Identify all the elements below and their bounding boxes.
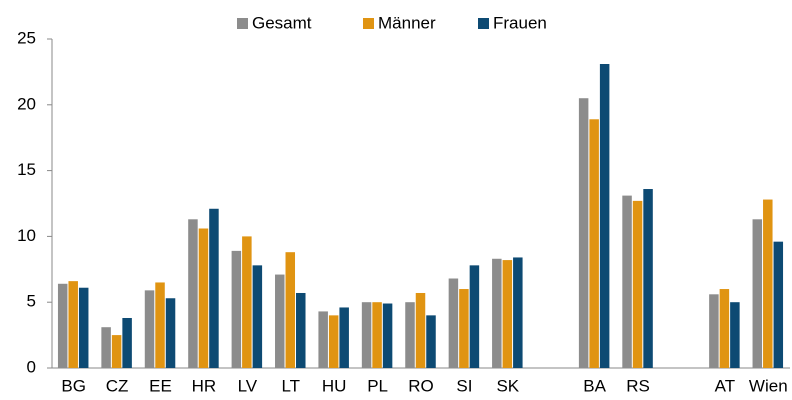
bar [578, 98, 589, 368]
y-tick-label: 10 [17, 226, 36, 245]
legend-swatch [478, 18, 489, 29]
bar [78, 287, 89, 368]
legend-swatch [363, 18, 374, 29]
x-tick-label: BA [583, 376, 606, 395]
bar [252, 265, 263, 368]
bar [188, 219, 198, 368]
legend-label: Gesamt [252, 13, 312, 32]
bar [101, 327, 111, 368]
x-tick-label: PL [367, 376, 388, 395]
bar [405, 302, 415, 368]
y-tick-label: 25 [17, 28, 36, 47]
bar [632, 200, 643, 368]
bar [231, 250, 242, 368]
bar [361, 302, 372, 368]
bar [209, 208, 219, 368]
bar [68, 281, 78, 368]
bar [513, 257, 523, 368]
bar [242, 236, 252, 368]
bar [469, 265, 480, 368]
bar [426, 315, 436, 368]
bar [730, 302, 740, 368]
bar [144, 290, 155, 368]
x-tick-label: HU [322, 376, 347, 395]
legend-label: Männer [378, 13, 436, 32]
x-tick-label: SK [496, 376, 519, 395]
legend-label: Frauen [493, 13, 547, 32]
bar [719, 289, 730, 368]
x-tick-label: LT [281, 376, 300, 395]
bar [382, 303, 393, 368]
bar [589, 119, 599, 368]
x-tick-label: Wien [749, 376, 788, 395]
bar [415, 292, 426, 368]
y-tick-label: 20 [17, 94, 36, 113]
bar [122, 317, 132, 368]
bar [448, 278, 459, 368]
legend-swatch [237, 18, 248, 29]
bar [339, 307, 349, 368]
bar [275, 274, 285, 368]
x-tick-label: EE [149, 376, 172, 395]
bar [622, 195, 632, 368]
y-tick-label: 15 [17, 160, 36, 179]
x-tick-label: AT [715, 376, 735, 395]
bar [492, 258, 502, 368]
bar [773, 241, 784, 368]
x-tick-label: RS [626, 376, 650, 395]
bar [599, 64, 610, 368]
bar [318, 311, 328, 368]
bar [752, 219, 763, 368]
bar [165, 298, 176, 368]
bar [155, 282, 165, 368]
bar [502, 260, 513, 368]
bar [459, 289, 469, 368]
bar [763, 199, 773, 368]
x-tick-label: CZ [106, 376, 129, 395]
x-tick-label: SI [456, 376, 472, 395]
x-tick-label: HR [192, 376, 217, 395]
bar [296, 292, 306, 368]
x-tick-label: RO [408, 376, 434, 395]
bar [709, 294, 719, 368]
bar [643, 189, 653, 368]
bar [57, 283, 68, 368]
x-tick-label: BG [61, 376, 86, 395]
bar [198, 228, 209, 368]
y-tick-label: 0 [27, 357, 36, 376]
bar [111, 335, 122, 368]
bar [372, 302, 382, 368]
bar [328, 315, 339, 368]
y-tick-label: 5 [27, 292, 36, 311]
x-tick-label: LV [238, 376, 258, 395]
bar [285, 252, 296, 368]
